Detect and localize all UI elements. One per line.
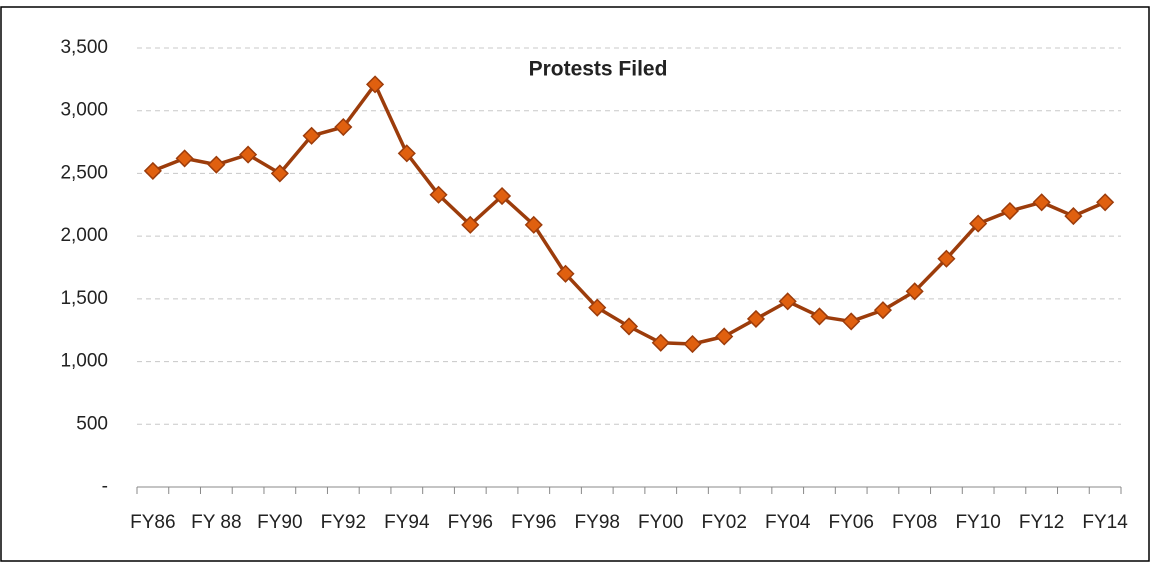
x-tick-label: FY94 <box>384 512 430 533</box>
marker <box>746 309 766 328</box>
marker <box>905 282 924 301</box>
x-tick-label: FY14 <box>1082 512 1128 533</box>
x-tick-label: FY02 <box>702 512 747 533</box>
marker <box>239 145 258 164</box>
marker <box>175 149 194 168</box>
x-tick-label: FY04 <box>765 512 811 533</box>
marker <box>1000 201 1019 221</box>
y-tick-label: 3,500 <box>60 37 108 58</box>
x-tick-label: FY90 <box>257 512 302 533</box>
marker <box>588 298 607 317</box>
marker <box>842 312 861 331</box>
marker <box>556 264 575 283</box>
marker <box>207 155 226 174</box>
x-tick-label: FY92 <box>321 512 366 533</box>
marker <box>334 117 353 137</box>
y-tick-label: 2,500 <box>60 162 108 183</box>
marker <box>1064 207 1083 226</box>
x-tick-label: FY96 <box>511 512 556 533</box>
marker <box>302 126 321 145</box>
marker <box>1096 193 1115 212</box>
marker <box>619 317 639 336</box>
y-tick-label: 1,000 <box>60 351 108 372</box>
x-tick-label: FY06 <box>828 512 873 533</box>
y-tick-label: 1,500 <box>60 288 108 309</box>
marker <box>1032 193 1051 212</box>
marker <box>810 307 829 326</box>
y-tick-label: 500 <box>76 413 108 434</box>
x-tick-label: FY86 <box>130 512 175 533</box>
marker <box>524 215 543 234</box>
x-tick-label: FY00 <box>638 512 683 533</box>
marker <box>683 334 702 354</box>
x-tick-label: FY96 <box>448 512 493 533</box>
marker <box>651 333 670 352</box>
marker <box>366 75 385 94</box>
x-tick-label: FY10 <box>955 512 1000 533</box>
x-tick-label: FY98 <box>575 512 620 533</box>
marker <box>873 301 892 320</box>
x-tick-label: FY 88 <box>191 512 241 533</box>
marker <box>270 164 289 183</box>
marker <box>429 185 448 204</box>
marker <box>397 144 416 163</box>
x-tick-label: FY12 <box>1019 512 1064 533</box>
y-tick-label: 2,000 <box>60 225 108 246</box>
x-tick-label: FY08 <box>892 512 937 533</box>
marker <box>461 215 480 234</box>
marker <box>492 186 512 206</box>
marker <box>937 249 956 268</box>
marker <box>969 214 988 233</box>
chart-title: Protests Filed <box>529 58 668 81</box>
marker <box>143 161 162 180</box>
y-tick-label: - <box>102 476 108 497</box>
marker <box>715 327 734 346</box>
y-tick-label: 3,000 <box>60 100 108 121</box>
marker <box>778 292 797 311</box>
